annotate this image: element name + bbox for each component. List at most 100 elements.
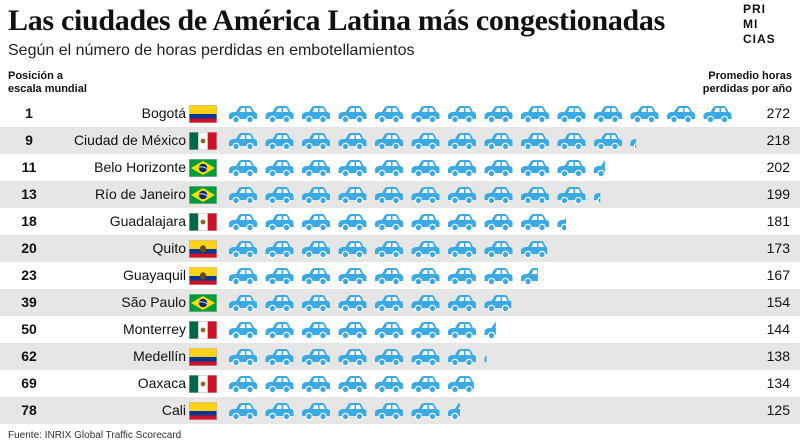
- flag-ecuador-icon: [189, 267, 217, 285]
- car-icon: [448, 106, 476, 124]
- car-icon: [302, 268, 330, 286]
- flag-colombia-icon: [189, 348, 217, 366]
- car-icon: [594, 106, 622, 124]
- car-icon: [375, 268, 403, 286]
- car-icon: [229, 322, 257, 340]
- value-label: 144: [766, 321, 790, 337]
- car-icon: [229, 376, 257, 394]
- partial-car-icon: [594, 193, 601, 205]
- car-icon: [484, 133, 513, 151]
- car-icon: [302, 322, 330, 340]
- primicias-logo: PRI MI CIAS: [743, 2, 797, 47]
- partial-car-icon: [557, 217, 566, 232]
- bar-cars: [229, 295, 512, 313]
- car-icon: [375, 187, 403, 205]
- car-icon: [375, 133, 403, 151]
- car-icon: [338, 403, 367, 421]
- chart-row: 69 Oaxaca 134: [0, 370, 800, 397]
- partial-car-icon: [484, 355, 487, 362]
- partial-car-icon: [521, 241, 548, 259]
- car-icon: [375, 322, 403, 340]
- flag-mexico-icon: [189, 213, 217, 231]
- car-icon: [265, 214, 294, 232]
- value-label: 199: [766, 186, 790, 202]
- bar-cars: [229, 241, 548, 259]
- car-icon: [338, 106, 367, 124]
- car-icon: [375, 160, 403, 178]
- car-icon: [521, 187, 549, 205]
- car-icon: [229, 349, 257, 367]
- bar-cars: [229, 403, 461, 421]
- partial-car-icon: [521, 268, 538, 286]
- partial-car-icon: [484, 322, 496, 340]
- chart-row: 1 Bogotá 272: [0, 100, 800, 127]
- car-icon: [265, 349, 294, 367]
- bar-cars: [229, 106, 732, 124]
- car-icon: [302, 403, 330, 421]
- car-icon: [229, 133, 257, 151]
- chart-row: 23 Guayaquil 167: [0, 262, 800, 289]
- chart-title: Las ciudades de América Latina más conge…: [8, 4, 666, 37]
- chart-row: 39 São Paulo 154: [0, 289, 800, 316]
- car-icon: [375, 214, 403, 232]
- car-icon: [338, 295, 367, 313]
- car-icon: [265, 322, 294, 340]
- car-icon: [375, 241, 403, 259]
- car-icon: [484, 268, 513, 286]
- car-icon: [411, 403, 440, 421]
- car-icon: [703, 106, 732, 124]
- rank-label: 18: [21, 213, 37, 229]
- source-note: Fuente: INRIX Global Traffic Scorecard: [8, 430, 182, 441]
- car-icon: [375, 376, 403, 394]
- chart-row: 78 Cali 125: [0, 397, 800, 424]
- car-icon: [448, 295, 476, 313]
- car-icon: [448, 133, 476, 151]
- value-label: 202: [766, 159, 790, 175]
- chart-row: 62 Medellín 138: [0, 343, 800, 370]
- car-icon: [411, 268, 440, 286]
- car-icon: [265, 133, 294, 151]
- rank-label: 23: [21, 267, 37, 283]
- flag-colombia-icon: [189, 402, 217, 420]
- rank-label: 13: [21, 186, 37, 202]
- car-icon: [557, 106, 586, 124]
- car-icon: [557, 160, 586, 178]
- rank-label: 20: [21, 240, 37, 256]
- city-label: Cali: [161, 402, 186, 418]
- car-icon: [338, 160, 367, 178]
- chart-row: 11 Belo Horizonte 202: [0, 154, 800, 181]
- city-label: Río de Janeiro: [94, 186, 186, 202]
- car-icon: [302, 376, 330, 394]
- car-icon: [302, 133, 330, 151]
- car-icon: [411, 187, 440, 205]
- car-icon: [265, 403, 294, 421]
- car-icon: [302, 187, 330, 205]
- value-column-header: Promedio horas perdidas por año: [703, 70, 792, 96]
- car-icon: [302, 106, 330, 124]
- car-icon: [521, 106, 549, 124]
- car-icon: [521, 214, 549, 232]
- car-icon: [411, 133, 440, 151]
- car-icon: [448, 160, 476, 178]
- car-icon: [411, 106, 440, 124]
- car-icon: [448, 241, 476, 259]
- car-icon: [338, 322, 367, 340]
- car-icon: [521, 160, 549, 178]
- chart-row: 20 Quito 173: [0, 235, 800, 262]
- rank-label: 69: [21, 375, 37, 391]
- car-icon: [411, 241, 440, 259]
- car-icon: [229, 403, 257, 421]
- car-icon: [375, 295, 403, 313]
- car-icon: [338, 376, 367, 394]
- car-icon: [375, 403, 403, 421]
- car-icon: [594, 133, 622, 151]
- car-icon: [411, 214, 440, 232]
- rank-label: 62: [21, 348, 37, 364]
- bar-cars: [229, 322, 496, 340]
- car-icon: [338, 241, 367, 259]
- flag-mexico-icon: [189, 375, 217, 393]
- value-label: 272: [766, 105, 790, 121]
- car-icon: [411, 376, 440, 394]
- car-icon: [557, 187, 586, 205]
- car-icon: [667, 106, 695, 124]
